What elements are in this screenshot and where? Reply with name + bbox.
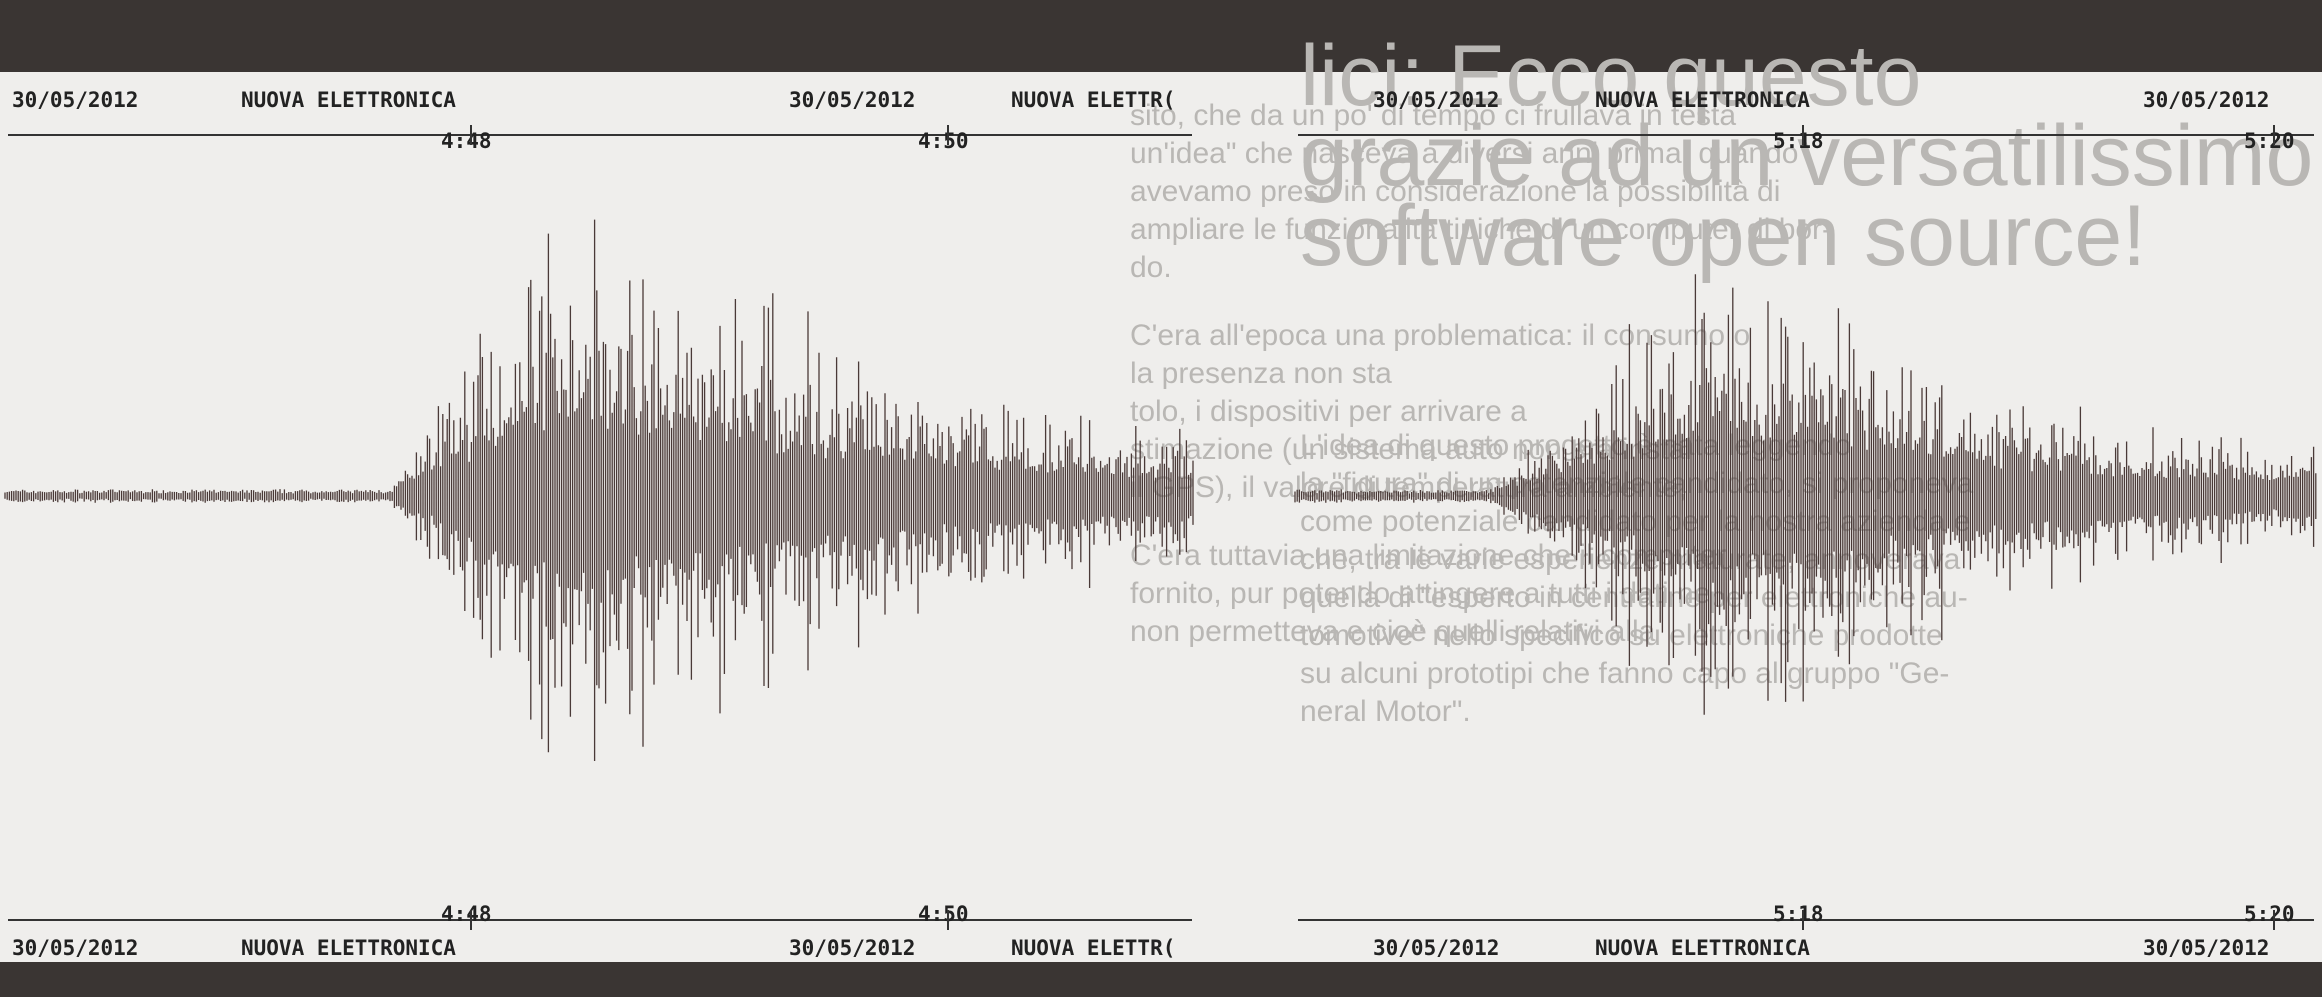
print-date: 30/05/2012	[789, 88, 915, 112]
column-line: non permetteva e cioè quelli relativi al…	[1130, 615, 1656, 648]
print-date: 30/05/2012	[2143, 88, 2269, 112]
column-line: che, tra le varie esperienze maturate, a…	[1300, 543, 1961, 576]
seismograms: 30/05/2012 NUOVA ELETTRONICA 30/05/2012 NUO…	[4, 88, 2317, 960]
column-line: sito, che da un po' di tempo ci frullava…	[1130, 99, 1736, 132]
print-brand: NUOVA ELETTRONICA	[241, 936, 456, 960]
print-date: 30/05/2012	[789, 936, 915, 960]
print-time: 4:48	[441, 902, 492, 926]
column-line: C'era tuttavia una limitazione che il co…	[1130, 539, 1726, 572]
headline-line: grazie ad un versatilissimo	[1300, 108, 2313, 204]
bottom-band	[0, 962, 2322, 997]
print-time: 4:50	[918, 129, 969, 153]
print-brand: NUOVA ELETTR(	[1011, 88, 1175, 112]
column-line: tomotive" nello specifico su elettronich…	[1300, 619, 1943, 652]
column-line: su alcuni prototipi che fanno capo al gr…	[1300, 657, 1949, 690]
print-date: 30/05/2012	[1373, 88, 1499, 112]
print-time: 5:20	[2244, 129, 2295, 153]
column-line: un'idea" che nasceva a diversi anni prim…	[1130, 137, 1798, 170]
print-date: 30/05/2012	[1373, 936, 1499, 960]
print-brand: NUOVA ELETTRONICA	[241, 88, 456, 112]
column-line: ampliare le funzionalità tipiche di un c…	[1130, 213, 1832, 246]
column-line: quella di "esperto in centraline per ele…	[1300, 581, 1968, 614]
headline-line: software open source!	[1300, 188, 2146, 284]
column-line: tolo, i dispositivi per arrivare a	[1130, 395, 1527, 428]
column-line: come potenziale candidato per la nostra …	[1300, 505, 1970, 538]
waveform	[4, 219, 1194, 761]
print-brand: NUOVA ELETTR(	[1011, 936, 1175, 960]
column-line: la presenza non sta	[1130, 357, 1392, 390]
print-date: 30/05/2012	[2143, 936, 2269, 960]
headline-line: lici: Ecco questo	[1300, 28, 1921, 124]
print-time: 5:18	[1773, 129, 1824, 153]
column-line: C'era all'epoca una problematica: il con…	[1130, 319, 1750, 352]
column-line: do.	[1130, 251, 1172, 284]
print-date: 30/05/2012	[12, 936, 138, 960]
print-time: 4:48	[441, 129, 492, 153]
print-time: 5:20	[2244, 902, 2295, 926]
print-brand: NUOVA ELETTRONICA	[1595, 936, 1810, 960]
print-brand: NUOVA ELETTRONICA	[1595, 88, 1810, 112]
column-line: avevamo preso in considerazione la possi…	[1130, 175, 1780, 208]
print-date: 30/05/2012	[12, 88, 138, 112]
print-time: 4:50	[918, 902, 969, 926]
column-line: la "figura" di un potenziale candidato, …	[1300, 467, 1974, 500]
print-time: 5:18	[1773, 902, 1824, 926]
top-band	[0, 0, 2322, 72]
waveform	[1294, 274, 2317, 715]
column-line: fornito, pur potendo attingere a tutti i…	[1130, 577, 1710, 610]
column-line: neral Motor".	[1300, 695, 1471, 728]
